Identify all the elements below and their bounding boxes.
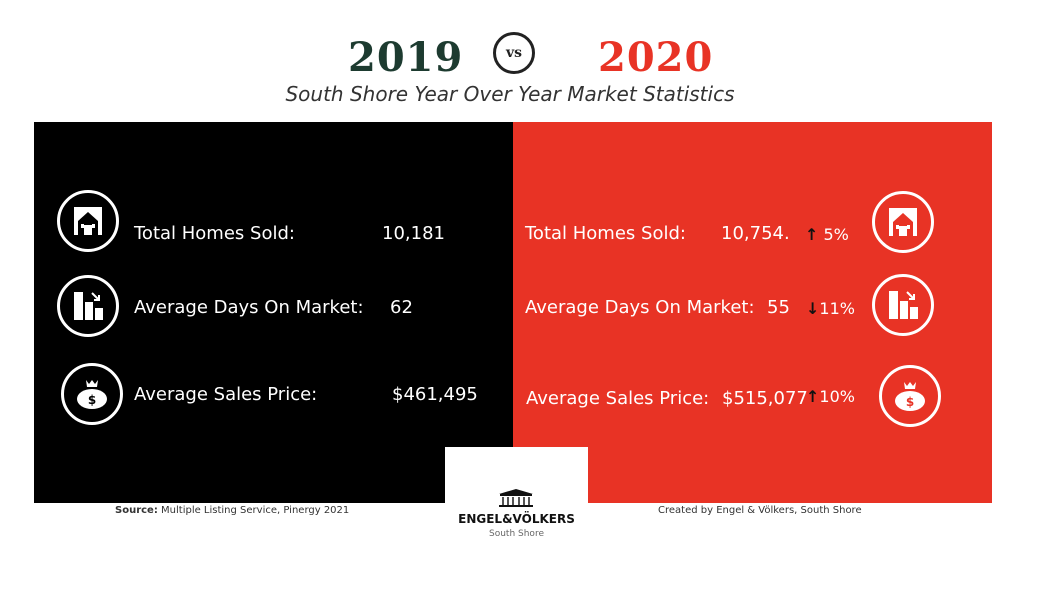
change-sales-price: 10% — [819, 387, 855, 406]
money-bag-icon — [61, 363, 123, 425]
bar-chart-down-icon — [57, 275, 119, 337]
label-days-on-market-2020: Average Days On Market: — [525, 297, 755, 318]
money-bag-icon — [879, 365, 941, 427]
label-sales-price-2019: Average Sales Price: — [134, 384, 318, 405]
logo-text: ENGEL&VÖLKERS — [458, 512, 575, 526]
value-days-on-market-2019: 62 — [390, 297, 413, 318]
label-total-homes-2020: Total Homes Sold: — [525, 223, 686, 244]
year-2020: 2020 — [598, 34, 714, 81]
value-sales-price-2020: $515,077 — [722, 388, 808, 409]
bar-chart-down-icon — [872, 274, 934, 336]
house-icon — [57, 190, 119, 252]
house-icon — [872, 191, 934, 253]
vs-badge: vs — [493, 32, 535, 74]
subtitle: South Shore Year Over Year Market Statis… — [285, 82, 735, 106]
change-total-homes: 5% — [823, 225, 849, 244]
label-total-homes-2019: Total Homes Sold: — [134, 223, 295, 244]
engel-volkers-logo: ENGEL&VÖLKERS South Shore — [445, 447, 588, 547]
change-days-on-market: 11% — [819, 299, 855, 318]
arrow-up-icon: ↑ — [805, 225, 819, 244]
arrow-down-icon: ↓ — [806, 299, 820, 318]
source-note: Source: Multiple Listing Service, Pinerg… — [115, 505, 349, 516]
logo-subtext: South Shore — [489, 529, 544, 539]
label-sales-price-2020: Average Sales Price: — [526, 388, 710, 409]
source-label: Source: — [115, 505, 158, 516]
label-days-on-market-2019: Average Days On Market: — [134, 297, 364, 318]
building-icon — [499, 489, 533, 507]
value-total-homes-2019: 10,181 — [382, 223, 445, 244]
source-text: Multiple Listing Service, Pinergy 2021 — [157, 505, 350, 516]
value-days-on-market-2020: 55 — [767, 297, 790, 318]
value-total-homes-2020: 10,754. — [721, 223, 790, 244]
credit-note: Created by Engel & Völkers, South Shore — [658, 505, 862, 516]
arrow-up-icon: ↑ — [806, 387, 820, 406]
value-sales-price-2019: $461,495 — [392, 384, 478, 405]
year-2019: 2019 — [348, 34, 464, 81]
